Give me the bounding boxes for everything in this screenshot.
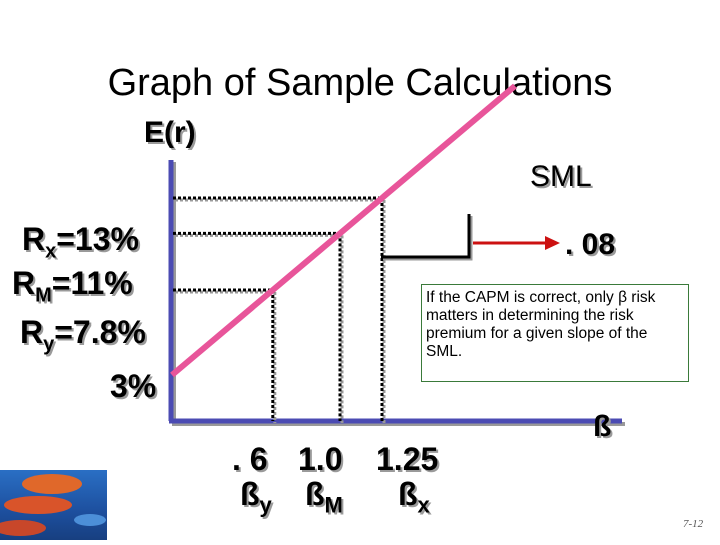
sml-line <box>170 83 517 378</box>
beta-x-label: ßx <box>398 476 430 518</box>
y-axis-label: E(r) <box>144 116 196 149</box>
guide-lines <box>173 196 386 423</box>
return-label-rm: RM=11% <box>12 265 133 307</box>
decorative-thumbnail <box>0 470 107 540</box>
slope-arrow-head <box>545 236 560 250</box>
return-label-rx: Rx=13% <box>22 221 139 263</box>
chart-title: Graph of Sample Calculations <box>107 62 613 104</box>
beta-axis-label: ß <box>593 410 612 443</box>
slope-bracket-shadow <box>383 216 473 261</box>
x-tick-0-6: . 6 <box>232 441 268 477</box>
return-label-ry: Ry=7.8% <box>20 314 146 356</box>
slope-bracket <box>381 214 471 259</box>
x-tick-1-25: 1.25 <box>376 441 439 477</box>
beta-y-label: ßy <box>240 476 272 518</box>
stones-illustration <box>0 474 106 536</box>
x-tick-1-0: 1.0 <box>298 441 343 477</box>
sml-label: SML <box>530 160 592 193</box>
slope-label: . 08 <box>565 228 616 261</box>
beta-m-label: ßM <box>305 476 343 518</box>
capm-note: If the CAPM is correct, only β risk matt… <box>421 284 689 382</box>
page-number: 7-12 <box>683 518 704 530</box>
intercept-label: 3% <box>110 368 157 404</box>
